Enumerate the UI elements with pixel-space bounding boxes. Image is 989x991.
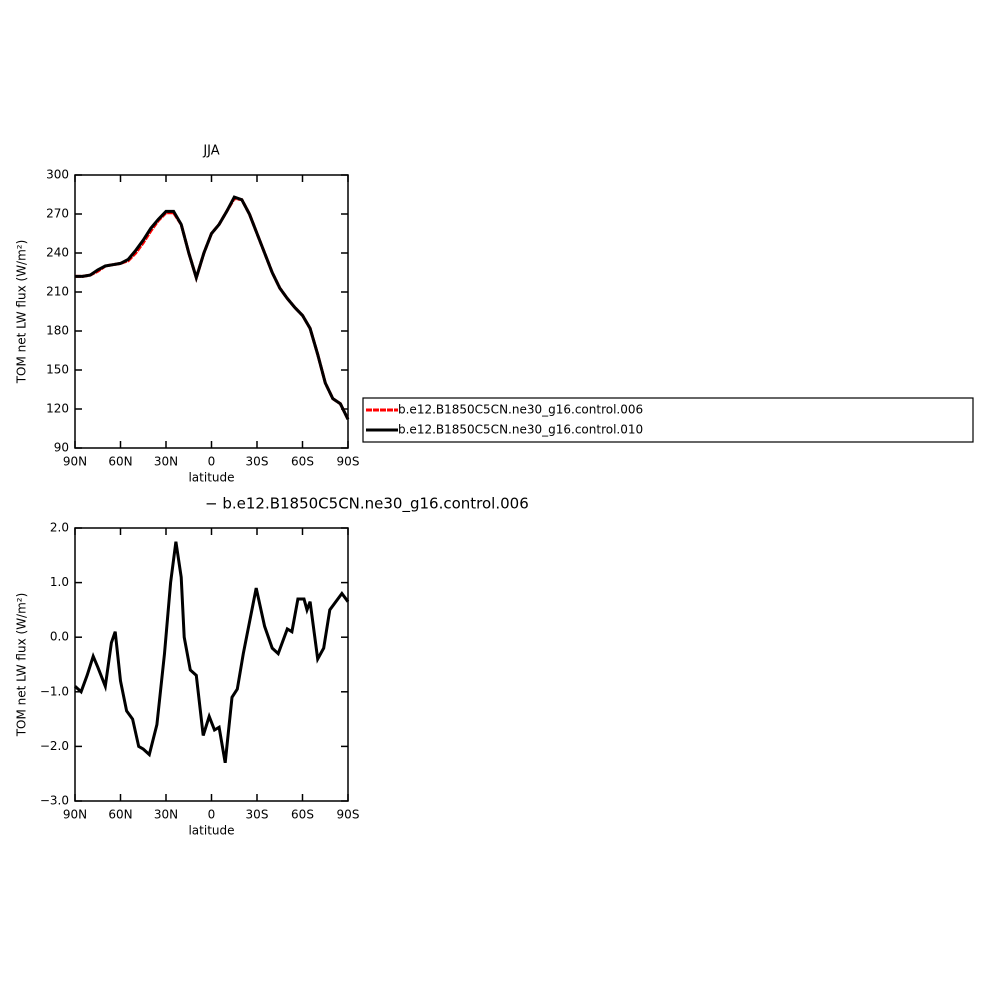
y-tick-label: 270: [46, 207, 69, 221]
legend-label: b.e12.B1850C5CN.ne30_g16.control.006: [398, 403, 643, 417]
chart-title: JJA: [202, 144, 219, 159]
x-tick-label: 90N: [63, 455, 87, 469]
y-tick-label: 2.0: [50, 521, 69, 535]
y-tick-label: 300: [46, 168, 69, 182]
y-tick-label: 90: [54, 441, 69, 455]
legend-label: b.e12.B1850C5CN.ne30_g16.control.010: [398, 423, 643, 437]
x-tick-label: 30S: [246, 808, 269, 822]
y-tick-label: 180: [46, 324, 69, 338]
y-tick-label: −2.0: [40, 739, 69, 753]
y-tick-label: 240: [46, 246, 69, 260]
x-tick-label: 60N: [108, 455, 132, 469]
plot-frame: [74, 174, 349, 449]
y-tick-label: 210: [46, 285, 69, 299]
legend-box: [362, 397, 974, 443]
y-tick-label: 0.0: [50, 630, 69, 644]
y-tick-label: −1.0: [40, 684, 69, 698]
data-line: [73, 541, 350, 764]
x-tick-label: 90S: [337, 808, 360, 822]
x-tick-label: 60S: [291, 455, 314, 469]
y-tick-label: 120: [46, 402, 69, 416]
plot-frame: [74, 527, 349, 802]
y-tick-label: 150: [46, 363, 69, 377]
x-tick-label: 30S: [246, 455, 269, 469]
x-tick-label: 30N: [154, 808, 178, 822]
data-line: [75, 195, 350, 421]
x-tick-label: 60S: [291, 808, 314, 822]
chart-title: − b.e12.B1850C5CN.ne30_g16.control.006: [205, 495, 529, 514]
x-tick-label: 90N: [63, 808, 87, 822]
x-tick-label: 0: [208, 455, 216, 469]
y-tick-label: −3.0: [40, 794, 69, 808]
x-axis-label: latitude: [188, 471, 234, 485]
y-axis-label: TOM net LW flux (W/m²): [15, 593, 29, 738]
x-axis-label: latitude: [188, 824, 234, 838]
x-tick-label: 30N: [154, 455, 178, 469]
y-axis-label: TOM net LW flux (W/m²): [15, 240, 29, 385]
x-tick-label: 0: [208, 808, 216, 822]
y-tick-label: 1.0: [50, 575, 69, 589]
x-tick-label: 60N: [108, 808, 132, 822]
x-tick-label: 90S: [337, 455, 360, 469]
